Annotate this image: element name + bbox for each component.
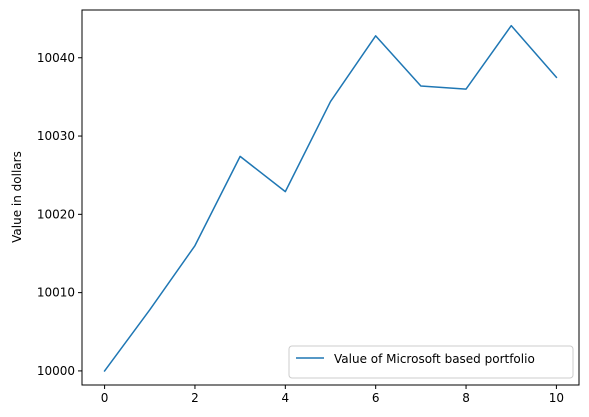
y-axis: 10000 10010 10020 10030 10040 — [37, 51, 82, 378]
legend-box — [288, 345, 574, 379]
y-axis-label: Value in dollars — [10, 151, 24, 243]
x-axis: 0 2 4 6 8 10 — [101, 385, 564, 405]
series-line — [103, 24, 558, 372]
y-tick-label: 10010 — [37, 286, 75, 300]
series-layer — [103, 24, 558, 372]
x-tick-label: 0 — [101, 391, 109, 405]
y-tick-label: 10040 — [37, 51, 75, 65]
legend: Value of Microsoft based portfolio — [288, 345, 574, 379]
y-tick-label: 10000 — [37, 364, 75, 378]
x-tick-label: 2 — [191, 391, 199, 405]
x-tick-label: 4 — [281, 391, 289, 405]
y-tick-label: 10030 — [37, 129, 75, 143]
x-tick-label: 8 — [462, 391, 470, 405]
legend-label: Value of Microsoft based portfolio — [334, 352, 535, 366]
plot-frame — [81, 9, 580, 386]
x-tick-label: 6 — [372, 391, 380, 405]
y-tick-label: 10020 — [37, 207, 75, 221]
x-tick-label: 10 — [549, 391, 564, 405]
